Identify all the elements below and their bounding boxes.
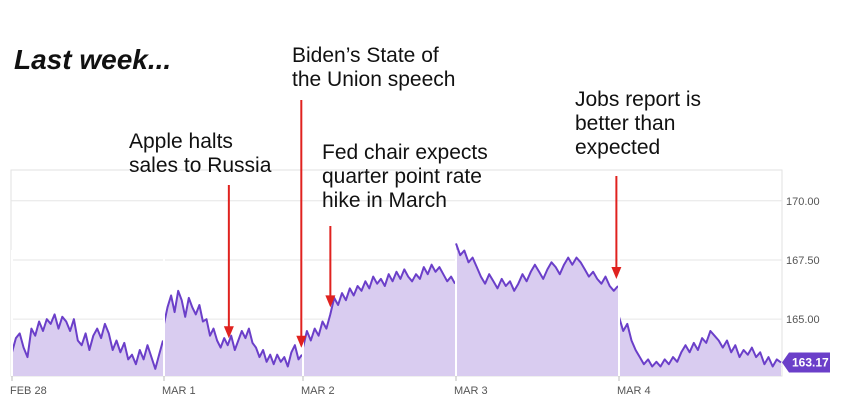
y-tick-label: 165.00 xyxy=(786,314,820,326)
annotation-line: sales to Russia xyxy=(129,154,272,177)
price-line-segment xyxy=(455,243,619,292)
annotation-line: Jobs report is xyxy=(575,88,702,111)
annotation-line: quarter point rate xyxy=(322,165,482,188)
annotation-line: better than xyxy=(575,112,676,135)
x-tick-label: FEB 28 xyxy=(10,385,47,397)
annotation-line: Fed chair expects xyxy=(322,141,488,164)
y-tick-label: 167.50 xyxy=(786,255,820,267)
session-area-fill xyxy=(303,264,455,376)
annotation-jobs-report: Jobs report is better than expected xyxy=(575,88,701,160)
annotation-apple-halts: Apple halts sales to Russia xyxy=(129,130,271,178)
y-axis: 170.00 167.50 165.00 xyxy=(786,196,820,326)
last-price-badge: 163.17 xyxy=(782,352,830,373)
annotation-arrows xyxy=(223,100,622,348)
price-line-segment xyxy=(11,313,164,370)
annotation-arrow-head xyxy=(223,326,234,339)
x-tick-label: MAR 2 xyxy=(301,385,335,397)
y-tick-label: 170.00 xyxy=(786,196,820,208)
annotation-line: expected xyxy=(575,136,661,159)
annotation-arrow-head xyxy=(325,295,336,308)
price-line-segment xyxy=(163,289,303,368)
annotation-line: Apple halts xyxy=(129,130,233,153)
annotation-line: the Union speech xyxy=(292,68,456,91)
annotation-fed-chair: Fed chair expects quarter point rate hik… xyxy=(322,141,488,213)
last-price-badge-shape xyxy=(782,352,830,373)
x-tick-label: MAR 4 xyxy=(617,385,651,397)
x-tick-label: MAR 1 xyxy=(162,385,196,397)
headline: Last week... xyxy=(14,44,172,75)
session-area-fill xyxy=(164,290,302,376)
price-line-segment xyxy=(302,263,456,348)
annotation-arrow-head xyxy=(611,267,622,280)
last-price-label: 163.17 xyxy=(792,356,829,370)
annotation-line: Biden’s State of xyxy=(292,44,439,67)
annotation-arrow-head xyxy=(296,335,307,348)
session-area-fill xyxy=(456,243,618,376)
annotation-state-of-union: Biden’s State of the Union speech xyxy=(292,44,455,92)
annotation-line: hike in March xyxy=(322,189,447,212)
price-line-segment xyxy=(618,316,782,368)
x-tick-label: MAR 3 xyxy=(454,385,488,397)
price-area xyxy=(11,243,782,376)
